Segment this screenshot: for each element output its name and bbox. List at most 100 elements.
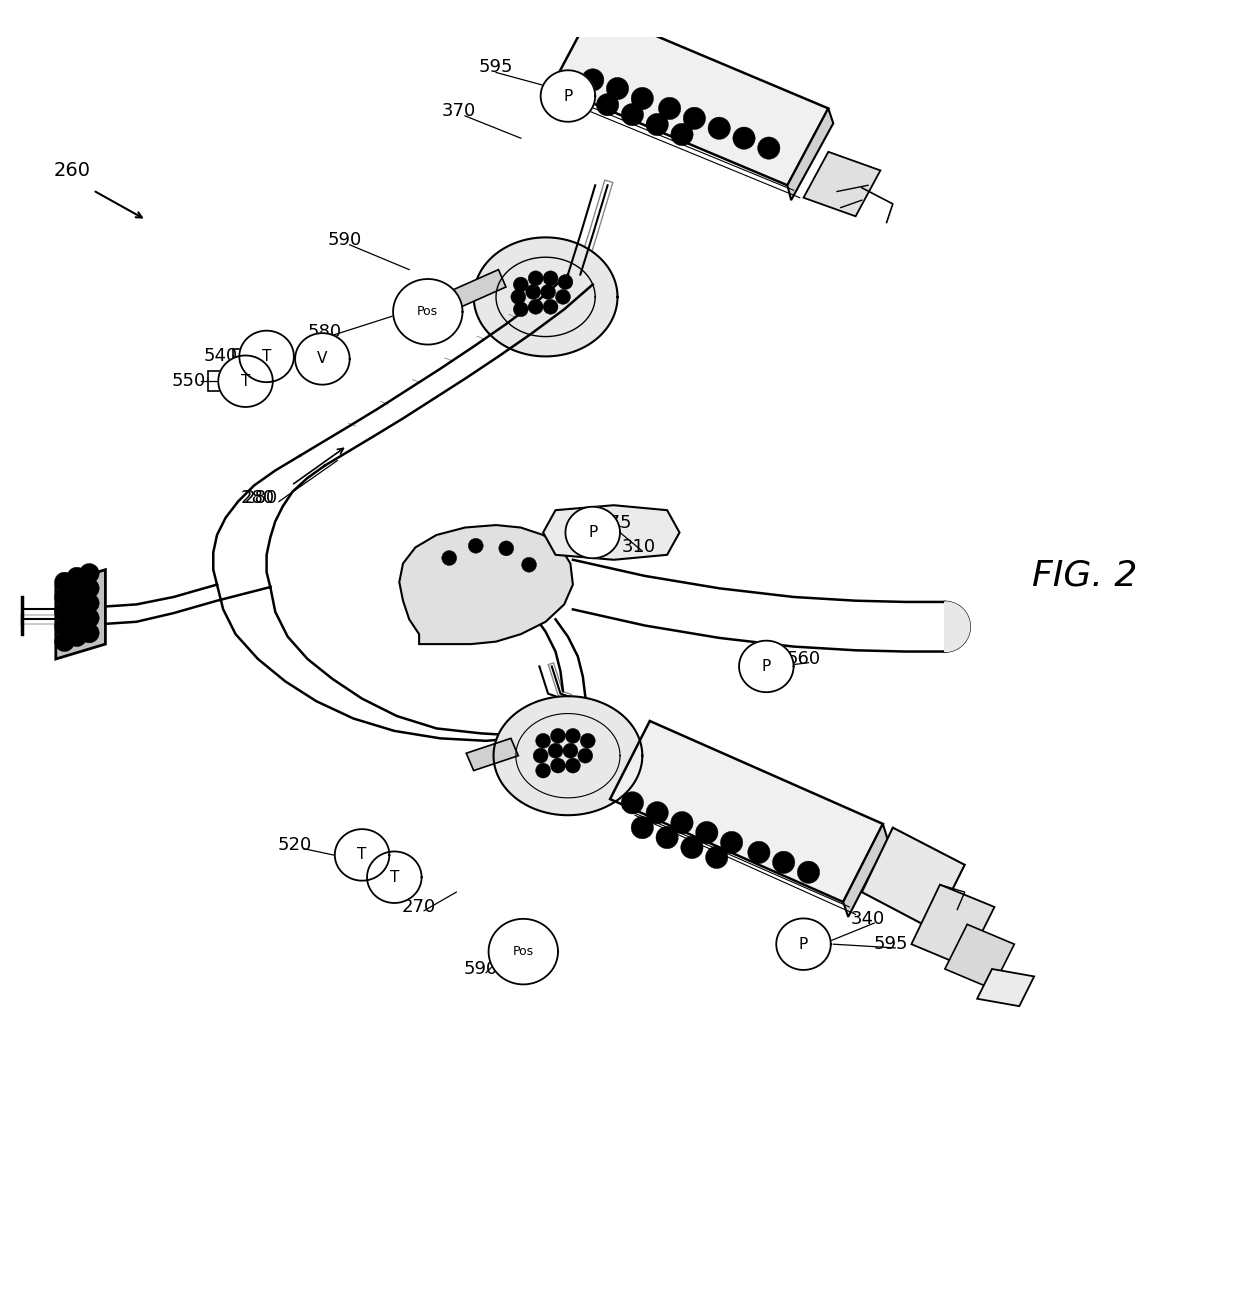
Circle shape [67, 597, 87, 617]
Text: P: P [799, 936, 808, 952]
Text: T: T [262, 349, 272, 364]
Circle shape [646, 801, 668, 823]
Circle shape [513, 302, 528, 316]
Polygon shape [56, 570, 105, 659]
Circle shape [55, 601, 74, 622]
Polygon shape [862, 827, 965, 930]
Circle shape [551, 729, 565, 743]
Polygon shape [489, 919, 558, 985]
Circle shape [55, 587, 74, 607]
Text: P: P [563, 88, 573, 104]
Polygon shape [393, 278, 463, 344]
Text: P: P [761, 659, 771, 674]
Text: T: T [241, 374, 250, 389]
Circle shape [67, 612, 87, 632]
Circle shape [543, 299, 558, 314]
Circle shape [733, 127, 755, 150]
Circle shape [79, 593, 99, 613]
Circle shape [79, 624, 99, 643]
Circle shape [696, 822, 718, 844]
Polygon shape [911, 885, 994, 966]
Polygon shape [494, 696, 642, 815]
Circle shape [596, 93, 619, 116]
Circle shape [67, 567, 87, 587]
Circle shape [578, 748, 593, 763]
Text: P: P [588, 525, 598, 540]
Circle shape [551, 758, 565, 773]
Circle shape [79, 579, 99, 599]
Circle shape [469, 538, 484, 553]
Circle shape [548, 743, 563, 758]
Circle shape [565, 729, 580, 743]
Circle shape [528, 270, 543, 286]
Text: Pos: Pos [512, 945, 534, 958]
Polygon shape [208, 372, 229, 391]
Circle shape [565, 758, 580, 773]
Text: 560: 560 [786, 650, 821, 668]
Circle shape [758, 137, 780, 159]
Circle shape [706, 846, 728, 868]
Circle shape [621, 792, 644, 814]
Text: 520: 520 [278, 836, 312, 853]
Circle shape [536, 763, 551, 779]
Text: 270: 270 [402, 898, 436, 916]
Polygon shape [466, 738, 518, 771]
Text: 540: 540 [203, 348, 238, 365]
Circle shape [498, 541, 513, 555]
Text: 575: 575 [598, 513, 632, 532]
Circle shape [55, 617, 74, 637]
Circle shape [671, 811, 693, 834]
Polygon shape [787, 109, 833, 200]
Polygon shape [399, 525, 573, 645]
Circle shape [708, 117, 730, 139]
Polygon shape [739, 641, 794, 692]
Circle shape [582, 68, 604, 91]
Text: 260: 260 [53, 161, 91, 180]
Circle shape [773, 851, 795, 873]
Polygon shape [565, 507, 620, 558]
Polygon shape [239, 331, 294, 382]
Circle shape [563, 743, 578, 758]
Circle shape [441, 550, 456, 566]
Text: V: V [317, 352, 327, 366]
Circle shape [631, 88, 653, 110]
Circle shape [556, 289, 570, 305]
Text: 340: 340 [851, 910, 885, 928]
Text: FIG. 2: FIG. 2 [1033, 559, 1137, 593]
Polygon shape [776, 918, 831, 970]
Text: 595: 595 [479, 59, 513, 76]
Circle shape [536, 734, 551, 748]
Circle shape [748, 842, 770, 864]
Circle shape [55, 572, 74, 592]
Circle shape [621, 104, 644, 126]
Circle shape [55, 632, 74, 651]
Circle shape [526, 285, 541, 299]
Text: 590: 590 [464, 960, 498, 978]
Text: 530: 530 [361, 861, 396, 878]
Circle shape [528, 299, 543, 314]
Polygon shape [218, 356, 273, 407]
Circle shape [683, 108, 706, 130]
Circle shape [543, 270, 558, 286]
Polygon shape [945, 601, 970, 651]
Polygon shape [295, 334, 350, 385]
Circle shape [558, 274, 573, 289]
Polygon shape [541, 71, 595, 122]
Polygon shape [367, 851, 422, 903]
Text: 370: 370 [441, 102, 476, 119]
Polygon shape [945, 924, 1014, 989]
Circle shape [541, 285, 556, 299]
Polygon shape [977, 969, 1034, 1006]
Text: 590: 590 [327, 231, 362, 249]
Circle shape [646, 113, 668, 135]
Circle shape [720, 831, 743, 853]
Polygon shape [454, 269, 506, 307]
Circle shape [681, 836, 703, 859]
Circle shape [67, 582, 87, 601]
Text: T: T [389, 869, 399, 885]
Circle shape [79, 608, 99, 628]
Circle shape [522, 557, 537, 572]
Text: 580: 580 [308, 323, 342, 340]
Circle shape [797, 861, 820, 884]
Polygon shape [474, 238, 618, 356]
